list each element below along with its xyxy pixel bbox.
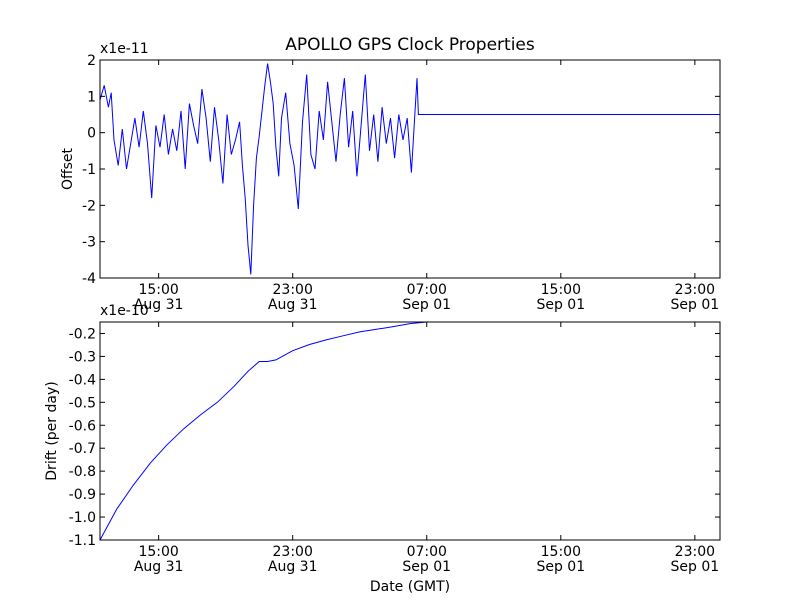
drift-x-tick-label: Aug 31	[134, 559, 184, 575]
drift-x-tick-label: 15:00	[138, 544, 178, 560]
drift-x-tick-label: Aug 31	[268, 559, 318, 575]
drift-x-tick-label: Sep 01	[536, 559, 585, 575]
drift-y-tick-label: -0.8	[69, 464, 96, 480]
drift-series-line	[99, 321, 720, 541]
offset-x-tick-label: 07:00	[407, 282, 447, 298]
offset-x-tick-label: Sep 01	[536, 297, 585, 313]
drift-axes-frame	[99, 321, 721, 541]
drift-y-multiplier: x1e-10	[100, 303, 149, 319]
drift-x-tick-label: Sep 01	[671, 559, 720, 575]
offset-x-tick-label: Aug 31	[268, 297, 318, 313]
offset-x-tick-label: 23:00	[675, 282, 715, 298]
drift-x-tick-label: 15:00	[541, 544, 581, 560]
offset-axes-frame	[99, 59, 721, 279]
drift-y-tick-label: -1.0	[69, 510, 96, 526]
drift-plot-area	[99, 321, 720, 541]
drift-y-tick-label: -0.7	[69, 441, 96, 457]
drift-y-tick-label: -0.6	[69, 418, 96, 434]
drift-y-tick-label: -0.4	[69, 372, 96, 388]
offset-x-tick-label: Sep 01	[402, 297, 451, 313]
offset-y-tick-label: -4	[82, 271, 96, 287]
offset-y-tick-label: 0	[87, 126, 96, 142]
offset-x-tick-label: Aug 31	[134, 297, 184, 313]
offset-y-tick-label: -3	[82, 235, 96, 251]
drift-y-tick-label: -1.1	[69, 533, 96, 549]
drift-x-tick-label: Sep 01	[402, 559, 451, 575]
chart-title: APOLLO GPS Clock Properties	[285, 35, 535, 55]
offset-plot-area	[99, 63, 720, 275]
offset-y-tick-label: 2	[87, 53, 96, 69]
offset-x-tick-label: 15:00	[138, 282, 178, 298]
offset-y-tick-label: -2	[82, 198, 96, 214]
drift-x-tick-label: 23:00	[675, 544, 715, 560]
offset-y-tick-label: 1	[87, 89, 96, 105]
offset-x-tick-label: 23:00	[273, 282, 313, 298]
drift-y-axis-label: Drift (per day)	[44, 381, 60, 480]
offset-x-tick-label: Sep 01	[671, 297, 720, 313]
drift-x-axis-label: Date (GMT)	[370, 579, 450, 595]
drift-x-tick-label: 07:00	[407, 544, 447, 560]
offset-x-tick-label: 15:00	[541, 282, 581, 298]
drift-x-tick-label: 23:00	[273, 544, 313, 560]
drift-y-tick-label: -0.3	[69, 349, 96, 365]
offset-y-tick-label: -1	[82, 162, 96, 178]
drift-y-tick-label: -0.5	[69, 395, 96, 411]
drift-y-tick-label: -0.2	[69, 326, 96, 342]
drift-y-tick-label: -0.9	[69, 487, 96, 503]
offset-series-line	[99, 63, 720, 275]
offset-y-multiplier: x1e-11	[100, 41, 149, 57]
offset-y-axis-label: Offset	[60, 147, 76, 190]
